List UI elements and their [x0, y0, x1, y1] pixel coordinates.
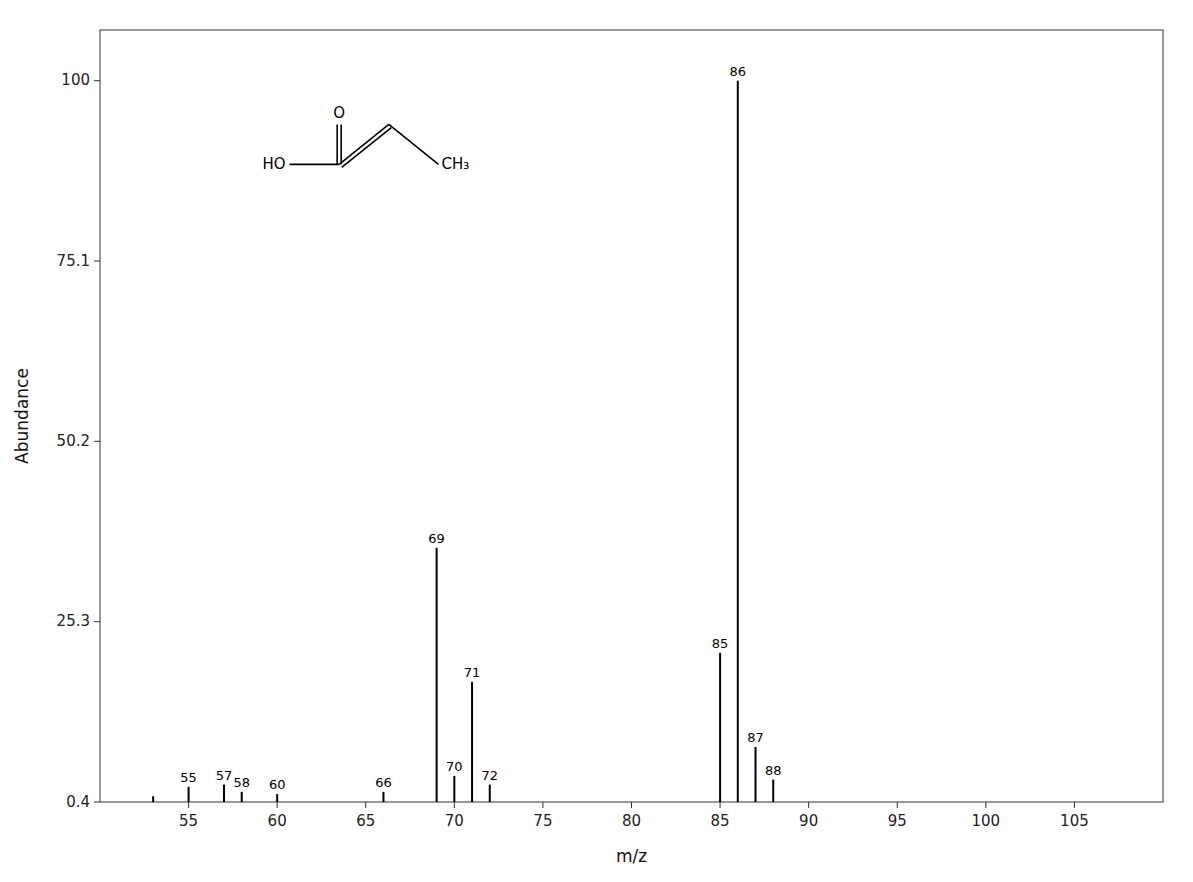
- x-tick: [808, 802, 809, 808]
- peak-label: 87: [747, 730, 764, 745]
- x-tick-label: 95: [888, 812, 907, 830]
- peak-label: 86: [730, 64, 747, 79]
- x-tick: [631, 802, 632, 808]
- bond: [339, 124, 389, 164]
- x-tick-label: 60: [268, 812, 287, 830]
- y-tick-label: 50.2: [57, 432, 90, 450]
- y-tick-label: 0.4: [66, 793, 90, 811]
- x-tick-label: 85: [711, 812, 730, 830]
- bond: [342, 128, 392, 168]
- x-tick-label: 55: [179, 812, 198, 830]
- peaks: [153, 81, 773, 802]
- peak: [382, 792, 384, 802]
- peak: [719, 653, 721, 802]
- x-tick-label: 75: [533, 812, 552, 830]
- x-tick: [542, 802, 543, 808]
- atom-label: O: [333, 104, 345, 122]
- x-tick-label: 70: [445, 812, 464, 830]
- peak: [453, 776, 455, 802]
- structure: O HO CH₃: [262, 104, 469, 172]
- peak: [276, 794, 278, 802]
- x-tick-label: 90: [799, 812, 818, 830]
- x-tick: [897, 802, 898, 808]
- peak-label: 88: [765, 763, 782, 778]
- x-tick-label: 100: [972, 812, 1001, 830]
- peak: [223, 785, 225, 802]
- x-tick: [720, 802, 721, 808]
- chart: 55 60 65 70 75 80 85 90 95 100 105 0.4 25.3 50.2 75.1 1…: [0, 0, 1193, 882]
- y-tick: [94, 261, 100, 262]
- y-axis-label: Abundance: [12, 368, 32, 464]
- plot-frame: [100, 30, 1163, 802]
- x-tick: [188, 802, 189, 808]
- bond: [389, 124, 439, 164]
- peak: [755, 747, 757, 802]
- x-tick: [365, 802, 366, 808]
- peak-label: 69: [428, 531, 445, 546]
- y-tick: [94, 621, 100, 622]
- peak: [772, 780, 774, 802]
- y-axis: 0.4 25.3 50.2 75.1 100: [57, 71, 100, 810]
- peak: [188, 787, 190, 802]
- x-tick-label: 65: [356, 812, 375, 830]
- peak: [436, 548, 438, 802]
- x-tick: [985, 802, 986, 808]
- peak-label: 58: [233, 775, 250, 790]
- peak-label: 70: [446, 759, 463, 774]
- peak-label: 55: [180, 770, 197, 785]
- x-tick-label: 105: [1060, 812, 1089, 830]
- peak-label: 85: [712, 636, 729, 651]
- x-tick: [454, 802, 455, 808]
- x-tick: [1074, 802, 1075, 808]
- x-tick-label: 80: [622, 812, 641, 830]
- peak-label: 57: [216, 768, 233, 783]
- y-tick-label: 25.3: [57, 612, 90, 630]
- peak-label: 72: [481, 768, 498, 783]
- x-axis-label: m/z: [616, 846, 647, 866]
- peak: [489, 785, 491, 802]
- peak: [152, 796, 154, 802]
- atom-label: HO: [262, 155, 285, 173]
- y-tick-label: 75.1: [57, 252, 90, 270]
- y-tick: [94, 802, 100, 803]
- x-tick: [277, 802, 278, 808]
- peak-label: 71: [464, 665, 481, 680]
- bond: [290, 164, 340, 166]
- y-tick-label: 100: [61, 71, 90, 89]
- peak-labels: 55 5758 60 66 69 70 71 72 85 86 87 88: [180, 64, 781, 792]
- atom-label: CH₃: [441, 155, 469, 173]
- peak: [241, 792, 243, 802]
- peak-label: 60: [269, 777, 286, 792]
- bond: [340, 124, 342, 164]
- peak: [471, 682, 473, 802]
- peak: [737, 81, 739, 802]
- x-axis: 55 60 65 70 75 80 85 90 95 100 105: [179, 802, 1089, 830]
- bond: [336, 124, 338, 164]
- y-tick: [94, 441, 100, 442]
- y-tick: [94, 80, 100, 81]
- peak-label: 66: [375, 775, 392, 790]
